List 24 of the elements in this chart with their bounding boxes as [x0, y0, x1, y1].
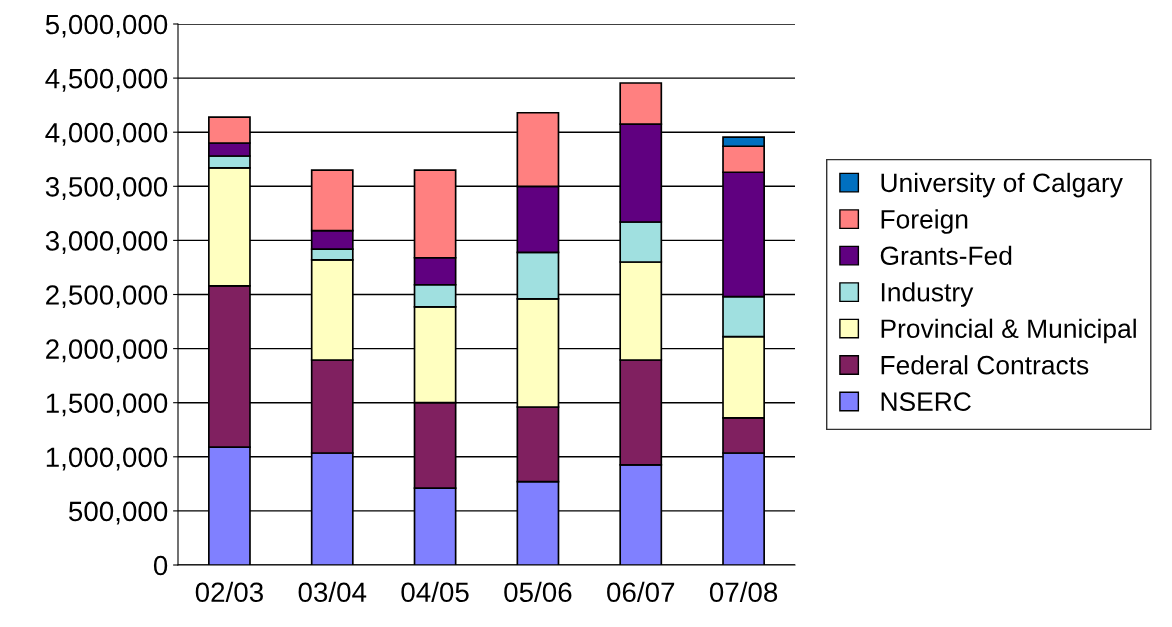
legend-label: Industry — [881, 282, 974, 307]
y-tick-label: 1,500,000 — [46, 393, 168, 417]
x-tick-label: 05/06 — [504, 581, 572, 603]
y-tick-label: 3,000,000 — [45, 231, 168, 255]
legend-label: NSERC — [881, 392, 971, 412]
x-tick-label: 07/08 — [709, 581, 778, 603]
y-tick-label: 0 — [153, 555, 168, 576]
legend-label: Foreign — [881, 209, 968, 234]
y-tick-label: 2,000,000 — [46, 339, 168, 363]
y-tick-label: 4,000,000 — [45, 122, 168, 146]
legend-label: Provincial & Municipal — [881, 318, 1136, 344]
legend-label: University of Calgary — [881, 172, 1123, 198]
x-tick-label: 03/04 — [298, 581, 367, 603]
x-tick-label: 06/07 — [607, 581, 675, 603]
legend-label: Federal Contracts — [881, 355, 1089, 375]
y-tick-label: 500,000 — [68, 501, 168, 525]
y-tick-label: 4,500,000 — [45, 68, 168, 92]
x-tick-label: 02/03 — [195, 581, 263, 603]
y-tick-label: 1,000,000 — [46, 447, 168, 471]
y-tick-label: 3,500,000 — [45, 176, 168, 200]
x-tick-label: 04/05 — [401, 581, 469, 603]
y-tick-label: 5,000,000 — [45, 14, 168, 38]
legend-label: Grants-Fed — [880, 245, 1012, 266]
y-tick-label: 2,500,000 — [46, 285, 168, 309]
